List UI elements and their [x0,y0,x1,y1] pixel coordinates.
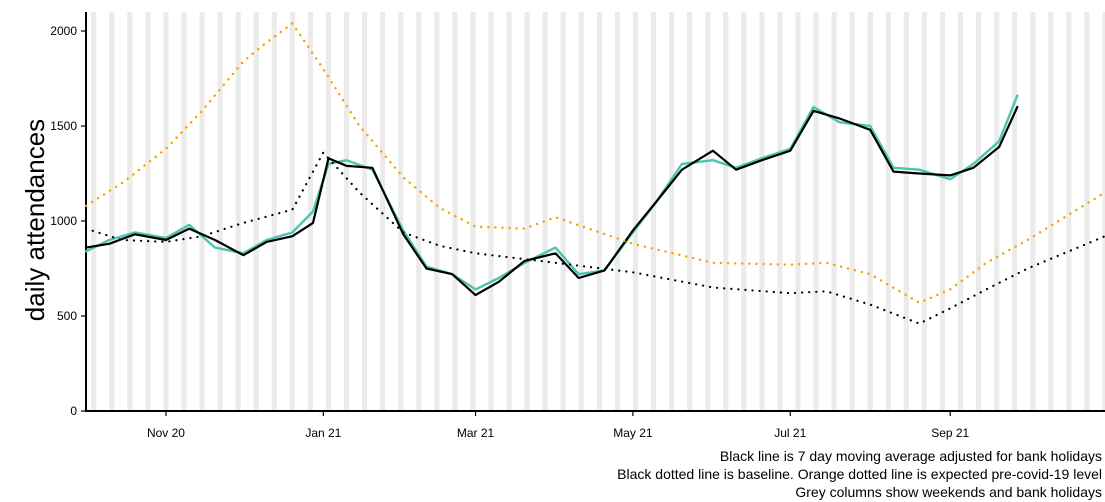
weekend-band [1048,12,1054,411]
y-tick-label: 1000 [50,214,77,228]
expected-level-line [84,22,1105,304]
x-tick-label: Mar 21 [457,426,495,440]
weekend-band [957,12,964,411]
weekend-band [1066,12,1072,411]
weekend-band [289,12,295,411]
series-lines [84,22,1105,325]
weekend-band [1084,12,1090,411]
weekend-band [885,12,891,411]
weekend-band [398,12,404,411]
weekend-band [1012,12,1018,411]
weekend-band [506,12,512,411]
weekend-band [795,12,801,411]
moving-average-line [84,105,1019,297]
weekend-band [614,12,620,411]
weekend-band [759,12,765,411]
weekend-band [560,12,566,411]
weekend-band [687,12,693,411]
weekend-band [145,12,151,411]
weekend-band [723,12,729,411]
x-tick-label: Jan 21 [305,426,341,440]
weekend-band [488,12,494,411]
weekend-band [777,12,783,411]
weekend-band [181,12,187,411]
weekend-band [903,12,909,411]
weekend-band [253,12,259,411]
caption-line-3: Grey columns show weekends and bank holi… [795,484,1102,500]
caption-line-2: Black dotted line is baseline. Orange do… [617,466,1102,482]
weekend-band [416,12,422,411]
weekend-band [235,12,241,411]
y-tick-label: 500 [57,309,77,323]
weekend-band [939,12,946,411]
weekend-band [380,12,386,411]
weekend-band [1030,12,1036,411]
weekend-band [650,12,657,411]
weekend-band [325,12,332,411]
weekend-band [343,12,350,411]
weekend-band [867,12,873,411]
weekend-band [813,12,819,411]
weekend-band [1102,12,1105,411]
weekend-band [596,12,602,411]
weekend-band [994,12,1000,411]
weekend-band [362,12,368,411]
weekend-band [452,12,458,411]
weekend-band [271,12,277,411]
weekend-band [669,12,675,411]
weekend-band [470,12,476,411]
weekend-band [741,12,747,411]
weekend-band [921,12,927,411]
x-tick-label: Sep 21 [931,426,969,440]
weekend-band [849,12,855,411]
y-axis-title: daily attendances [20,119,50,321]
weekend-band [632,12,639,411]
weekend-band [831,12,837,411]
weekend-band [307,12,314,411]
weekend-band [127,12,133,411]
actual-attendances-line [84,94,1019,291]
axes: 0 500 1000 1500 2000 Nov 20 Jan 21 Mar 21 May 21… [50,12,1105,440]
weekend-band [434,12,440,411]
weekend-bands [91,12,1105,411]
weekend-band [542,12,548,411]
x-tick-label: Nov 20 [147,426,185,440]
y-tick-label: 0 [70,404,77,418]
x-tick-label: May 21 [613,426,653,440]
weekend-band [163,12,169,411]
weekend-band [199,12,205,411]
weekend-band [217,12,223,411]
weekend-band [578,12,584,411]
y-tick-label: 2000 [50,24,77,38]
caption-line-1: Black line is 7 day moving average adjus… [720,448,1102,464]
x-tick-label: Jul 21 [774,426,806,440]
weekend-band [91,12,97,411]
weekend-band [524,12,530,411]
weekend-band [705,12,711,411]
weekend-band [976,12,982,411]
y-tick-label: 1500 [50,119,77,133]
weekend-band [109,12,115,411]
